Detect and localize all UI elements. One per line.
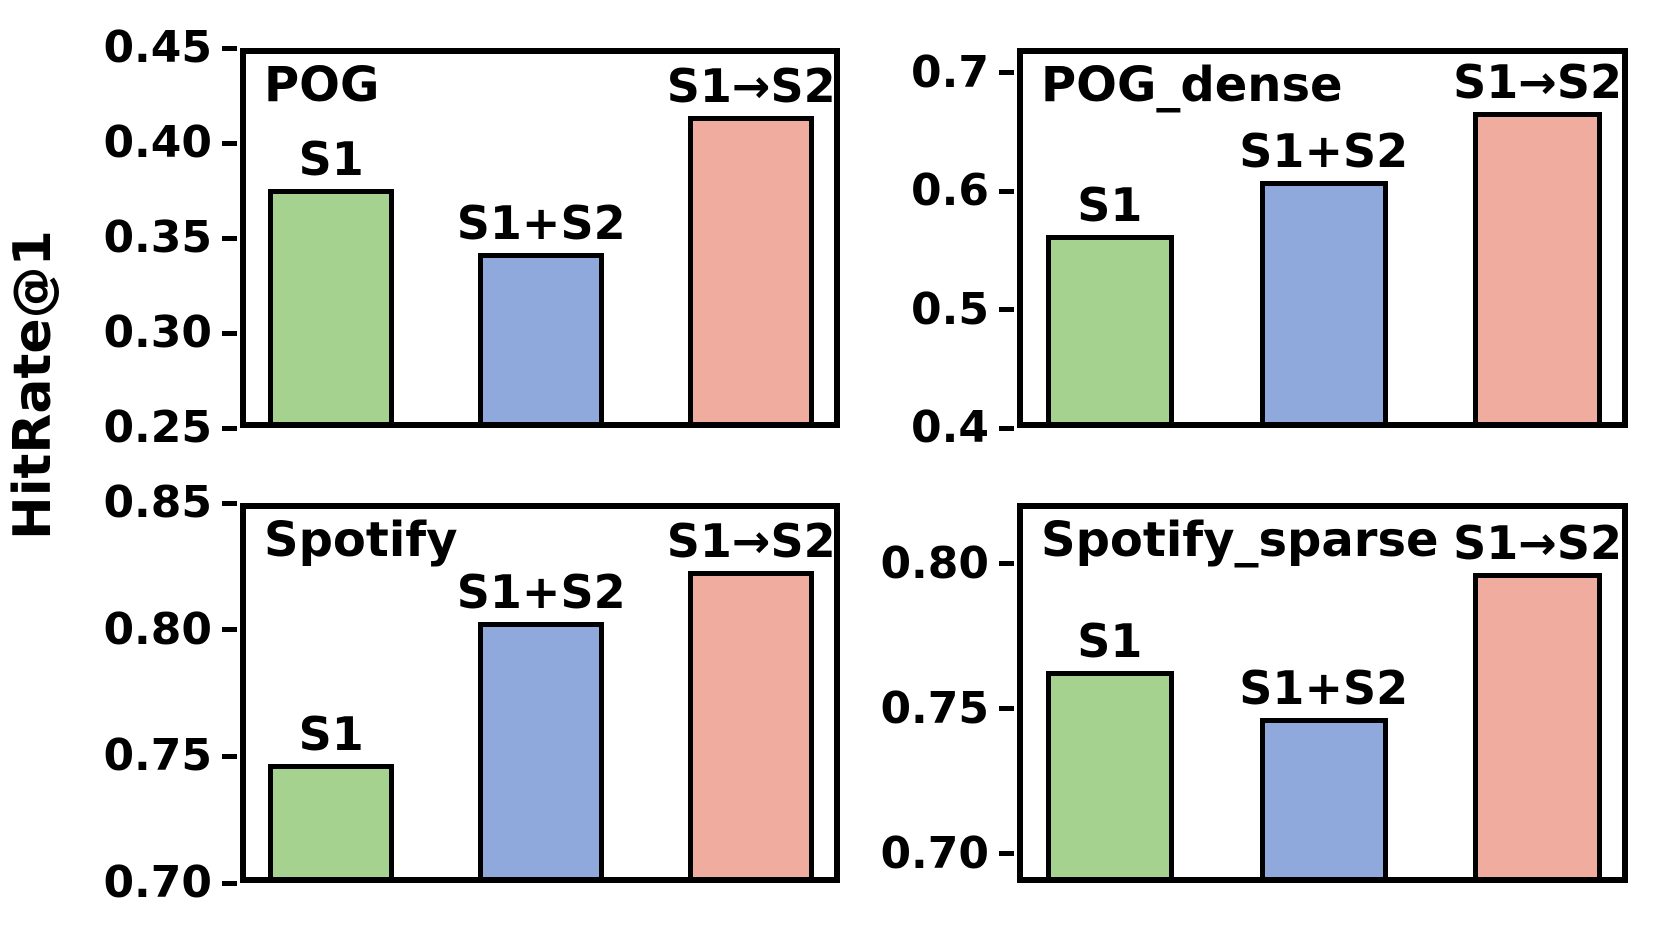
bar-label-s1: S1 (1077, 614, 1143, 669)
bar-label-s1-to-s2: S1→S2 (666, 59, 836, 114)
y-tick-mark (999, 561, 1014, 567)
y-tick-label: 0.4 (911, 402, 989, 453)
y-tick-label: 0.80 (103, 603, 212, 655)
bar-label-s1: S1 (1077, 178, 1143, 233)
y-tick-label: 0.7 (911, 46, 989, 98)
axes-box (1017, 503, 1628, 883)
y-tick-label: 0.70 (103, 857, 212, 908)
y-tick-mark (222, 425, 237, 431)
plot-spotify: 0.85 0.80 0.75 0.70 Spotify S1 S1+S2 S1→S2 (103, 481, 840, 905)
y-tick-label: 0.85 (103, 477, 212, 528)
y-tick-mark (999, 425, 1014, 431)
y-tick-mark (222, 627, 237, 633)
y-tick-mark (999, 706, 1014, 712)
axes-box (240, 503, 840, 883)
bar-s1-plus-s2 (1259, 717, 1388, 883)
bar-label-s1-to-s2: S1→S2 (1453, 54, 1622, 109)
bar-label-s1-to-s2: S1→S2 (666, 514, 836, 569)
bar-label-s1-plus-s2: S1+S2 (456, 196, 626, 251)
y-tick-label: 0.70 (880, 827, 989, 879)
plot-spotify-sparse: 0.80 0.75 0.70 Spotify_sparse S1 S1+S2 S1→S2 (880, 503, 1628, 883)
bar-s1-to-s2 (1473, 572, 1602, 883)
y-tick-label: 0.25 (103, 402, 212, 453)
y-tick-mark (222, 880, 237, 886)
axes-box (1017, 48, 1628, 428)
bar-s1-to-s2 (688, 571, 815, 883)
y-tick-mark (999, 307, 1014, 313)
y-tick-mark (222, 45, 237, 51)
plot-pog: 0.45 0.40 0.35 0.30 0.25 POG S1 S1+S2 S1→S2 (103, 26, 840, 450)
y-tick-label: 0.5 (911, 283, 989, 335)
y-tick-mark (222, 235, 237, 241)
y-tick-mark (999, 851, 1014, 857)
bar-s1 (268, 188, 395, 428)
chart-title: POG_dense (1041, 57, 1343, 113)
bar-s1-plus-s2 (478, 253, 605, 428)
plot-pog-dense: 0.7 0.6 0.5 0.4 POG_dense S1 S1+S2 S1→S2 (911, 48, 1628, 450)
chart-title: Spotify (264, 512, 458, 568)
chart-title: POG (264, 57, 380, 113)
bar-label-s1: S1 (298, 706, 364, 761)
bar-s1-to-s2 (1473, 111, 1602, 428)
axes-box (240, 48, 840, 428)
y-tick-label: 0.45 (103, 22, 212, 73)
y-tick-mark (222, 140, 237, 146)
y-tick-label: 0.80 (880, 537, 989, 589)
bar-s1 (1045, 671, 1174, 883)
y-tick-mark (999, 70, 1014, 76)
bar-label-s1-plus-s2: S1+S2 (1239, 660, 1409, 715)
bar-label-s1: S1 (298, 131, 364, 186)
chart-title: Spotify_sparse (1041, 512, 1439, 568)
y-tick-label: 0.35 (103, 212, 212, 263)
bar-label-s1-to-s2: S1→S2 (1453, 515, 1622, 570)
bar-label-s1-plus-s2: S1+S2 (456, 565, 626, 620)
y-tick-mark (222, 500, 237, 506)
y-tick-label: 0.40 (103, 117, 212, 168)
y-tick-label: 0.75 (880, 682, 989, 734)
bar-label-s1-plus-s2: S1+S2 (1239, 123, 1409, 178)
bar-s1-plus-s2 (1259, 180, 1388, 428)
y-tick-label: 0.75 (103, 730, 212, 782)
y-tick-mark (222, 330, 237, 336)
y-tick-mark (222, 753, 237, 759)
y-tick-mark (999, 188, 1014, 194)
bar-s1-plus-s2 (478, 622, 605, 883)
y-tick-label: 0.30 (103, 307, 212, 358)
y-tick-label: 0.6 (911, 165, 989, 217)
